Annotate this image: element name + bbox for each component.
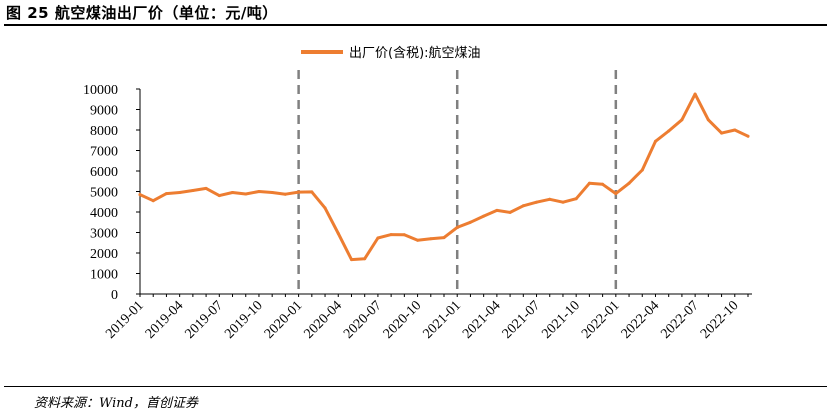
x-tick-label: 2021-07 [500, 298, 544, 342]
data-point [442, 236, 446, 240]
figure-title: 图 25 航空煤油出厂价（单位：元/吨） [6, 4, 278, 22]
data-point [733, 128, 737, 132]
data-point [151, 199, 155, 203]
x-tick-label: 2020-01 [262, 298, 306, 342]
y-tick-label: 10000 [83, 83, 118, 98]
data-point [746, 134, 750, 138]
data-point [363, 257, 367, 261]
data-point [204, 186, 208, 190]
source-note: 资料来源：Wind，首创证券 [34, 396, 198, 411]
x-tick-label: 2022-01 [579, 298, 623, 342]
y-tick-label: 0 [111, 288, 118, 303]
data-point [138, 193, 142, 197]
chart-legend: 出厂价(含税):航空煤油 [301, 45, 481, 61]
data-point [310, 190, 314, 194]
data-point [178, 191, 182, 194]
y-tick-label: 9000 [90, 104, 118, 119]
data-point [455, 225, 459, 229]
title-divider [4, 24, 827, 26]
source-divider [4, 386, 827, 387]
y-tick-label: 6000 [90, 165, 118, 180]
data-point [574, 197, 578, 201]
line-chart: 出厂价(含税):航空煤油 0 1000 2000 3000 4000 5000 6000 70… [83, 45, 752, 342]
x-tick-label: 2019-01 [103, 298, 147, 342]
data-point [693, 92, 697, 96]
x-tick-label: 2022-07 [658, 298, 702, 342]
data-point [468, 220, 472, 224]
data-point [283, 192, 287, 196]
y-tick-label: 4000 [90, 206, 118, 221]
x-tick-label: 2021-04 [460, 298, 504, 342]
data-point [350, 258, 353, 262]
data-point [244, 192, 248, 196]
y-tick-label: 3000 [90, 227, 118, 242]
data-point [640, 168, 644, 172]
data-point [654, 139, 657, 143]
data-point [336, 232, 340, 235]
legend-label: 出厂价(含税):航空煤油 [349, 45, 481, 61]
data-point [297, 190, 301, 194]
data-point [521, 204, 525, 208]
data-point [217, 194, 221, 198]
data-point [164, 192, 168, 196]
data-point [323, 206, 327, 210]
x-tick-label: 2022-10 [698, 298, 742, 342]
y-tick-label: 8000 [90, 124, 118, 139]
data-point [402, 233, 406, 237]
data-point [706, 118, 710, 122]
y-tick-label: 2000 [90, 247, 118, 262]
data-point [389, 233, 393, 237]
reference-lines [297, 70, 618, 294]
x-axis-ticks: 2019-012019-042019-072019-102020-012020-… [103, 294, 749, 342]
x-tick-label: 2019-04 [143, 298, 187, 342]
data-point [482, 214, 486, 218]
data-point [627, 181, 631, 185]
x-tick-label: 2021-10 [539, 298, 583, 342]
chart-series [138, 92, 750, 262]
data-point [601, 182, 605, 186]
series-line [138, 92, 750, 262]
x-tick-label: 2019-10 [222, 298, 266, 342]
data-point [561, 200, 565, 204]
y-tick-label: 1000 [90, 268, 118, 283]
x-tick-label: 2022-04 [619, 298, 663, 342]
data-point [257, 190, 261, 193]
data-point [495, 208, 499, 212]
x-tick-label: 2019-07 [183, 298, 227, 342]
data-point [667, 129, 671, 133]
data-point [416, 238, 420, 242]
x-tick-label: 2020-04 [301, 298, 345, 342]
data-point [680, 118, 684, 122]
data-point [376, 236, 380, 240]
data-point [614, 192, 618, 196]
x-tick-label: 2020-10 [381, 298, 425, 342]
data-point [587, 181, 591, 185]
x-tick-label: 2021-01 [420, 298, 464, 342]
y-axis-ticks: 0 1000 2000 3000 4000 5000 6000 7000 8000 9000 100… [83, 83, 140, 303]
data-point [429, 237, 433, 241]
data-point [191, 189, 195, 192]
y-tick-label: 5000 [90, 186, 118, 201]
y-tick-label: 7000 [90, 145, 118, 160]
data-point [535, 200, 538, 204]
data-point [548, 197, 552, 201]
data-point [270, 191, 274, 194]
x-tick-label: 2020-07 [341, 298, 385, 342]
data-point [508, 210, 512, 214]
data-point [231, 191, 234, 194]
data-point [720, 131, 724, 135]
